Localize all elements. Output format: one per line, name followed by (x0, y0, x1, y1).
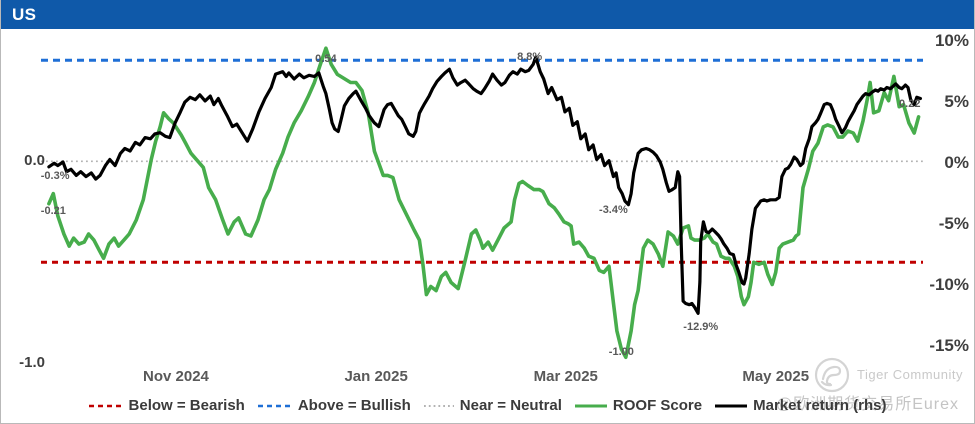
legend-swatch-line (88, 404, 123, 407)
legend-item: Below = Bearish (88, 397, 245, 414)
legend-item: Market return (rhs) (715, 397, 886, 414)
series-roof-score (47, 46, 921, 360)
legend-item-label: Above = Bullish (297, 397, 411, 414)
legend-item: Near = Neutral (423, 397, 562, 414)
series-market-return (47, 55, 922, 315)
legend-swatch-line (423, 404, 454, 407)
legend-swatch-line (257, 404, 292, 407)
legend-swatch-line (574, 404, 607, 407)
legend-item: ROOF Score (574, 397, 703, 414)
legend-swatch-line (715, 404, 748, 407)
legend-item-label: ROOF Score (612, 397, 703, 414)
legend-item-label: Near = Neutral (459, 397, 562, 414)
chart-legend: Below = Bearish Above = Bullish Near = Neu… (1, 397, 974, 414)
legend-item-label: Market return (rhs) (753, 397, 887, 414)
panel-header: US (1, 0, 974, 29)
panel-title: US (12, 4, 37, 24)
legend-item-label: Below = Bearish (128, 397, 245, 414)
legend-item: Above = Bullish (257, 397, 411, 414)
